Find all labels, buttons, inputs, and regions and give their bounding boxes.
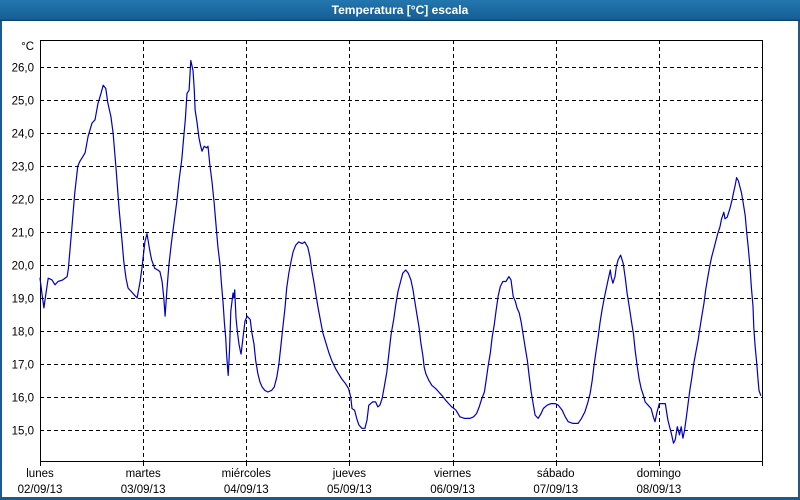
window-frame-right	[798, 21, 800, 500]
y-tick-label: 20,0	[12, 261, 34, 273]
y-tick-label: 25,0	[12, 96, 34, 108]
y-tick-label: 26,0	[12, 63, 34, 75]
day-date-label: 02/09/13	[18, 484, 63, 496]
y-tick-label: 17,0	[12, 360, 34, 372]
day-date-label: 07/09/13	[533, 484, 578, 496]
day-date-label: 03/09/13	[121, 484, 166, 496]
y-unit-label: °C	[21, 41, 34, 53]
window-frame-bottom	[0, 497, 800, 500]
day-name-label: lunes	[26, 468, 54, 480]
y-tick-label: 15,0	[12, 426, 34, 438]
y-tick-label: 22,0	[12, 195, 34, 207]
day-name-label: domingo	[637, 468, 681, 480]
day-date-label: 06/09/13	[430, 484, 475, 496]
title-bar: Temperatura [°C] escala	[0, 0, 800, 21]
day-date-label: 05/09/13	[327, 484, 372, 496]
y-tick-label: 24,0	[12, 129, 34, 141]
y-tick-label: 19,0	[12, 294, 34, 306]
day-name-label: miércoles	[222, 468, 271, 480]
day-date-label: 04/09/13	[224, 484, 269, 496]
plot-border	[40, 40, 763, 462]
y-tick-label: 23,0	[12, 162, 34, 174]
day-name-label: martes	[126, 468, 161, 480]
y-tick-label: 21,0	[12, 228, 34, 240]
day-date-label: 08/09/13	[636, 484, 681, 496]
window-frame-left	[0, 21, 2, 500]
day-name-label: sábado	[537, 468, 575, 480]
y-tick-label: 18,0	[12, 327, 34, 339]
window-title: Temperatura [°C] escala	[331, 3, 469, 17]
day-name-label: viernes	[434, 468, 471, 480]
y-tick-label: 16,0	[12, 393, 34, 405]
day-name-label: jueves	[332, 468, 366, 480]
temperature-line	[39, 59, 762, 444]
